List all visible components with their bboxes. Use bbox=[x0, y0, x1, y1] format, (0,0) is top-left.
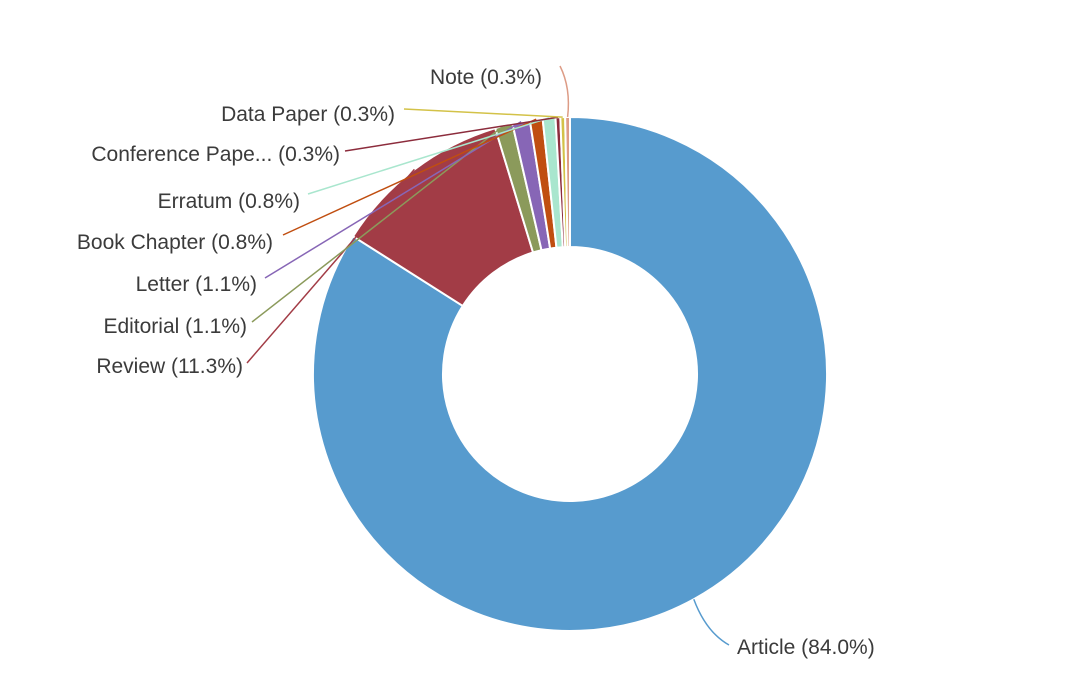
slice-label-article: Article (84.0%) bbox=[737, 636, 875, 659]
slice-label-review: Review (11.3%) bbox=[96, 355, 243, 378]
slice-label-editorial: Editorial (1.1%) bbox=[103, 315, 247, 338]
erratum-leader-line bbox=[307, 117, 550, 195]
slice-label-letter: Letter (1.1%) bbox=[136, 273, 257, 296]
letter-leader-line bbox=[264, 121, 522, 279]
slice-label-conference-paper: Conference Pape... (0.3%) bbox=[91, 143, 340, 166]
note-leader-line bbox=[559, 65, 570, 118]
book-chapter-leader-line bbox=[282, 118, 537, 236]
slice-label-note: Note (0.3%) bbox=[430, 66, 542, 89]
article-leader-line bbox=[693, 598, 730, 646]
slice-label-data-paper: Data Paper (0.3%) bbox=[221, 103, 395, 126]
label-leader-lines bbox=[246, 65, 730, 646]
slice-label-book-chapter: Book Chapter (0.8%) bbox=[77, 231, 273, 254]
slice-label-erratum: Erratum (0.8%) bbox=[158, 190, 300, 213]
pie-slice-note[interactable] bbox=[564, 116, 571, 249]
donut-slices bbox=[312, 116, 828, 632]
review-leader-line bbox=[246, 168, 415, 364]
conference-paper-leader-line bbox=[344, 116, 559, 152]
pie-slice-article[interactable] bbox=[312, 116, 828, 632]
data-paper-leader-line bbox=[403, 108, 563, 118]
slice-labels: Note (0.3%) Data Paper (0.3%) Conference… bbox=[77, 66, 875, 659]
